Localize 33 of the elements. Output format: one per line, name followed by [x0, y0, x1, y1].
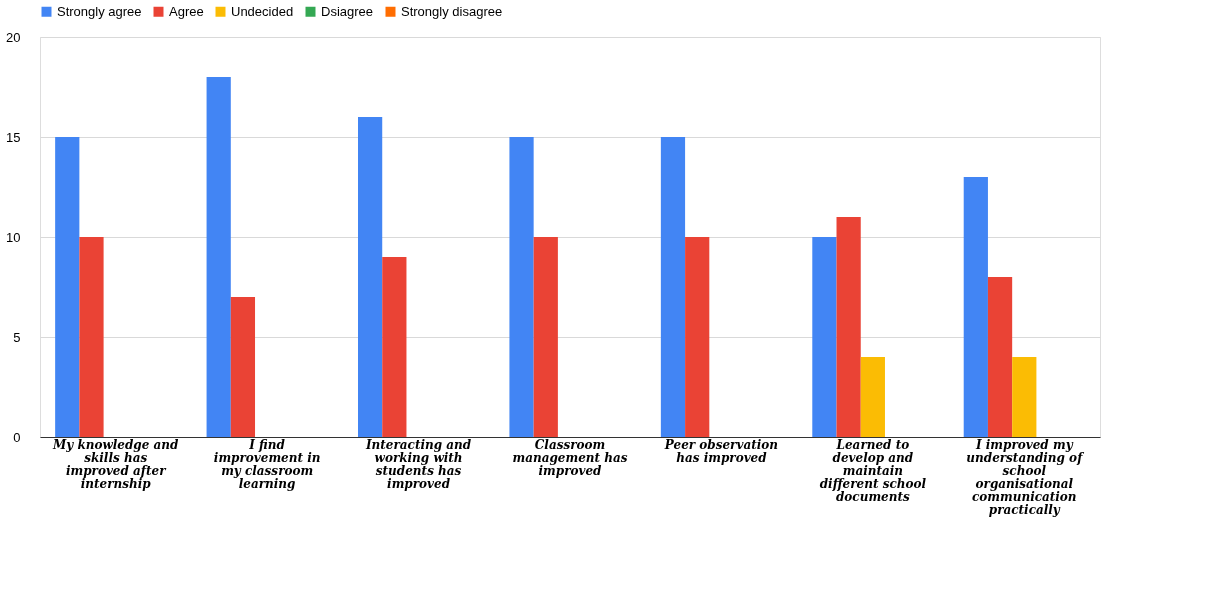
y-tick-label: 15: [6, 129, 21, 145]
y-tick-label: 20: [6, 29, 21, 45]
bar: [206, 77, 231, 437]
bar: [1012, 357, 1037, 437]
bar: [230, 297, 256, 437]
bar: [358, 117, 383, 437]
x-tick-label: My knowledge and skills has improved after internship: [51, 437, 180, 491]
bar: [685, 237, 710, 437]
bar: [987, 277, 1013, 437]
y-tick-label: 0: [13, 429, 21, 445]
x-tick-label: Learned to develop and maintain different school documents: [819, 437, 927, 504]
y-tick-label: 10: [6, 229, 21, 245]
bar: [660, 137, 686, 437]
legend-label: Undecided: [231, 3, 294, 19]
legend-label: Strongly agree: [57, 3, 142, 19]
x-tick-label: I improved my understanding of school organisational communication practically: [966, 437, 1085, 517]
x-tick-label: Interacting and working with students has improved: [364, 437, 472, 491]
legend-label: Agree: [169, 3, 204, 19]
x-tick-label: I find improvement in my classroom learning: [213, 437, 321, 491]
x-tick-label: Peer observation has improved: [663, 437, 779, 465]
bar: [55, 137, 80, 437]
bar: [836, 217, 861, 437]
bar: [963, 177, 988, 437]
bar: [509, 137, 534, 437]
bar: [533, 237, 558, 437]
bar: [382, 257, 407, 437]
bar: [860, 357, 885, 437]
bar: [812, 237, 837, 437]
x-tick-label: Classroom management has improved: [512, 437, 628, 478]
y-tick-label: 5: [13, 329, 21, 345]
legend-label: Strongly disagree: [401, 3, 503, 19]
legend-label: Dsiagree: [321, 3, 374, 19]
bar: [79, 237, 104, 437]
